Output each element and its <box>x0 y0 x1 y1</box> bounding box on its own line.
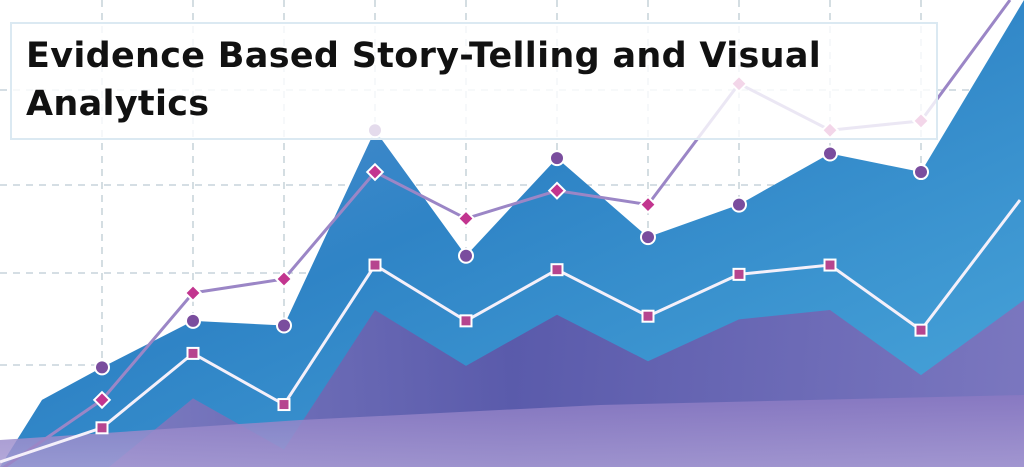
circle-marker <box>913 164 929 181</box>
square-marker <box>823 258 837 272</box>
circle-marker <box>458 247 474 264</box>
circle-marker <box>822 145 838 162</box>
series-line-square <box>0 199 1022 464</box>
diamond-marker <box>92 390 112 410</box>
circle-marker <box>276 317 292 334</box>
circle-marker <box>185 312 201 329</box>
diamond-marker <box>547 181 567 200</box>
square-marker <box>277 398 291 412</box>
circle-marker <box>549 150 565 167</box>
diamond-marker <box>365 162 385 182</box>
square-marker <box>550 263 564 277</box>
circle-marker <box>640 229 656 246</box>
diamond-marker <box>274 269 294 289</box>
title-panel: Evidence Based Story-Telling and Visual … <box>10 22 938 140</box>
chart-title: Evidence Based Story-Telling and Visual … <box>26 36 822 124</box>
square-marker <box>732 267 746 281</box>
diamond-marker <box>456 209 476 228</box>
circle-marker <box>731 196 747 213</box>
square-marker <box>459 314 473 328</box>
diamond-marker <box>183 283 203 303</box>
square-marker <box>641 309 655 323</box>
diamond-marker <box>638 195 658 214</box>
square-marker <box>914 323 928 337</box>
square-marker <box>368 258 382 272</box>
area-bottom <box>0 395 1024 467</box>
square-marker <box>186 346 200 360</box>
circle-marker <box>94 359 110 376</box>
square-marker <box>95 421 109 435</box>
